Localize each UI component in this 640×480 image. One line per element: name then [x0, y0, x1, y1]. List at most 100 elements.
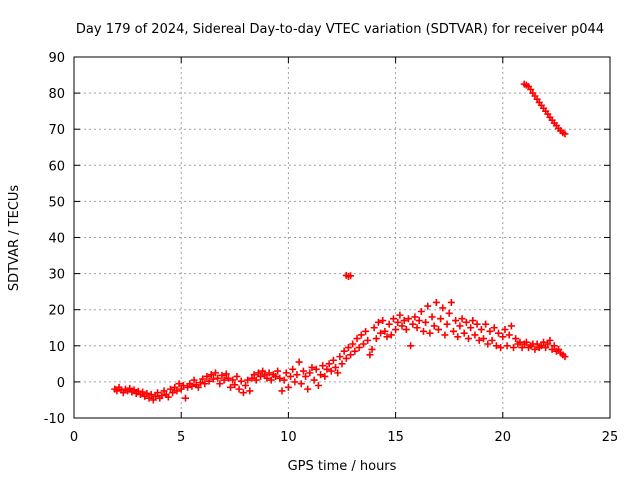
data-point	[518, 344, 526, 352]
data-point	[477, 326, 485, 334]
data-point	[254, 369, 262, 377]
data-point	[336, 353, 344, 361]
data-point	[205, 377, 213, 385]
data-point	[392, 326, 400, 334]
data-point	[323, 365, 331, 373]
data-point	[304, 385, 312, 393]
data-point	[169, 389, 177, 397]
data-point	[400, 317, 408, 325]
data-point	[377, 329, 385, 337]
data-point	[231, 381, 239, 389]
y-tick-label: 80	[48, 87, 65, 102]
y-tick-label: 90	[48, 51, 65, 66]
data-point	[126, 384, 134, 392]
data-point	[317, 371, 325, 379]
data-point	[437, 315, 445, 323]
data-point	[456, 322, 464, 330]
y-tick-label: 20	[48, 304, 65, 319]
chart-title: Day 179 of 2024, Sidereal Day-to-day VTE…	[76, 22, 604, 37]
data-point	[194, 383, 202, 391]
data-point	[302, 372, 310, 380]
data-point	[409, 320, 417, 328]
data-point	[347, 351, 355, 359]
y-tick-label: 70	[48, 123, 65, 138]
data-point	[306, 369, 314, 377]
data-point	[482, 320, 490, 328]
data-point	[338, 360, 346, 368]
data-point	[175, 380, 183, 388]
data-point	[149, 396, 157, 404]
data-point	[540, 338, 548, 346]
data-point	[458, 315, 466, 323]
data-point	[164, 393, 172, 401]
data-point	[293, 371, 301, 379]
y-tick-label: 60	[48, 159, 65, 174]
data-point	[522, 338, 530, 346]
data-point	[426, 329, 434, 337]
data-point	[261, 371, 269, 379]
data-point	[334, 369, 342, 377]
data-point	[166, 385, 174, 393]
data-point	[527, 85, 535, 93]
x-tick-label: 15	[387, 430, 404, 445]
grid-lines	[74, 57, 610, 418]
data-point	[488, 336, 496, 344]
x-tick-label: 10	[280, 430, 297, 445]
x-axis-label: GPS time / hours	[288, 459, 397, 474]
data-point	[308, 363, 316, 371]
data-point	[531, 345, 539, 353]
data-point	[370, 324, 378, 332]
data-point	[441, 331, 449, 339]
data-point	[344, 344, 352, 352]
plot-frame	[73, 56, 611, 419]
data-point	[291, 378, 299, 386]
data-point	[160, 387, 168, 395]
data-point	[469, 317, 477, 325]
data-point	[329, 356, 337, 364]
data-point	[443, 320, 451, 328]
data-point	[327, 367, 335, 375]
data-point	[278, 387, 286, 395]
data-point	[220, 376, 228, 384]
x-tick-label: 5	[177, 430, 185, 445]
data-point	[212, 369, 220, 377]
data-point	[544, 340, 552, 348]
data-point	[229, 376, 237, 384]
data-point	[257, 372, 265, 380]
data-point	[325, 360, 333, 368]
y-tick-label: 40	[48, 232, 65, 247]
data-point	[475, 336, 483, 344]
data-point	[147, 391, 155, 399]
data-point	[353, 335, 361, 343]
data-point	[507, 322, 515, 330]
y-tick-label: -10	[44, 412, 65, 427]
data-point	[460, 329, 468, 337]
data-point	[452, 317, 460, 325]
data-point	[464, 335, 472, 343]
data-point	[203, 372, 211, 380]
data-point	[555, 345, 563, 353]
data-point	[398, 322, 406, 330]
data-point	[276, 374, 284, 382]
data-point	[224, 374, 232, 382]
data-point	[462, 318, 470, 326]
data-point	[244, 376, 252, 384]
data-point	[263, 374, 271, 382]
data-point	[199, 375, 207, 383]
data-point	[181, 394, 189, 402]
data-point	[499, 333, 507, 341]
data-point	[486, 327, 494, 335]
data-point	[179, 382, 187, 390]
data-point	[250, 371, 258, 379]
data-point	[259, 367, 267, 375]
data-point	[492, 342, 500, 350]
data-point	[362, 327, 370, 335]
data-point	[503, 342, 511, 350]
data-point	[366, 351, 374, 359]
data-point	[267, 376, 275, 384]
data-point	[550, 342, 558, 350]
data-point	[158, 392, 166, 400]
data-point	[145, 394, 153, 402]
data-point	[342, 354, 350, 362]
data-point	[387, 331, 395, 339]
